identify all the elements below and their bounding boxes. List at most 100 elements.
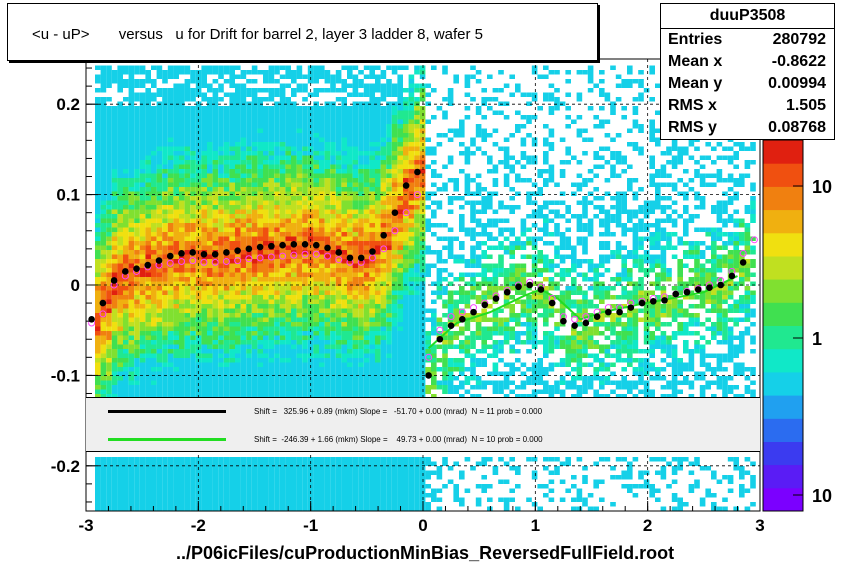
heat-cell [134,155,140,160]
heat-cell [313,376,319,381]
heat-cell [223,259,230,264]
heat-cell [279,344,286,349]
heat-cell [268,196,275,201]
heat-cell [201,182,207,187]
heat-cell [358,196,364,201]
heat-cell [95,124,101,129]
heat-cell [173,88,179,93]
heat-cell [201,268,207,273]
heat-cell [347,497,353,502]
heat-cell [184,295,191,300]
heat-cell [190,299,196,304]
heat-cell [347,155,353,160]
heat-cell [190,268,196,273]
heat-cell [347,295,353,300]
heat-cell [285,241,291,246]
heat-cell [167,335,174,340]
heat-cell [369,133,375,138]
heat-cell [375,160,381,165]
heat-cell [151,290,157,295]
heat-cell [347,245,353,250]
heat-cell [212,259,219,264]
heat-cell [123,164,129,169]
heat-cell [100,353,107,358]
heat-cell [436,367,443,372]
heat-cell [369,209,375,214]
heat-cell [128,470,135,475]
heat-cell [391,497,398,502]
heat-cell [291,259,297,264]
heat-cell [335,326,342,331]
heat-cell [414,272,420,277]
heat-cell [212,160,219,165]
heat-cell [123,70,129,75]
heat-cell [341,493,347,498]
heat-cell [251,335,258,340]
heat-cell [95,484,101,489]
heat-cell [151,331,157,336]
heat-cell [313,115,319,120]
heat-cell [375,371,381,376]
heat-cell [179,146,185,151]
heat-cell [128,182,135,187]
heat-cell [212,326,219,331]
heat-cell [375,142,381,147]
heat-cell [397,299,403,304]
heat-cell [263,133,269,138]
heat-cell [173,299,179,304]
heat-cell [375,313,381,318]
heat-cell [319,227,325,232]
heat-cell [257,70,263,75]
heat-cell [375,232,381,237]
heat-cell [285,313,291,318]
heat-cell [139,205,146,210]
heat-cell [296,353,303,358]
heat-cell [319,214,325,219]
heat-cell [235,214,241,219]
heat-cell [403,389,409,394]
heat-cell [436,380,443,385]
heat-cell [414,308,420,313]
heat-cell [369,110,375,115]
heat-cell [240,376,247,381]
heat-cell [363,358,370,363]
heat-cell [358,457,364,462]
heat-cell [223,151,230,156]
heat-cell [240,385,247,390]
heat-cell [291,214,297,219]
heat-cell [313,88,319,93]
heat-cell [229,200,235,205]
heat-cell [190,286,196,291]
heat-cell [128,376,135,381]
heat-cell [403,502,409,507]
heat-cell [145,272,151,277]
heat-cell [279,475,286,480]
heat-cell [408,340,415,345]
heat-cell [414,367,420,372]
heat-cell [117,214,123,219]
heat-cell [139,151,146,156]
heat-cell [268,502,275,507]
heat-cell [156,461,163,466]
heat-cell [285,200,291,205]
heat-cell [100,65,107,70]
heat-cell [190,200,196,205]
heat-cell [100,466,107,471]
heat-cell [156,317,163,322]
heat-cell [151,200,157,205]
heat-cell [296,470,303,475]
heat-cell [100,133,107,138]
heat-cell [190,259,196,264]
heat-cell [218,196,224,201]
heat-cell [106,115,112,120]
heat-cell [279,340,286,345]
heat-cell [358,344,364,349]
heat-cell [414,241,420,246]
heat-cell [419,484,426,489]
heat-cell [229,362,235,367]
heat-cell [156,470,163,475]
heat-cell [123,151,129,156]
heat-cell [391,475,398,480]
heat-cell [313,326,319,331]
heat-cell [162,245,168,250]
